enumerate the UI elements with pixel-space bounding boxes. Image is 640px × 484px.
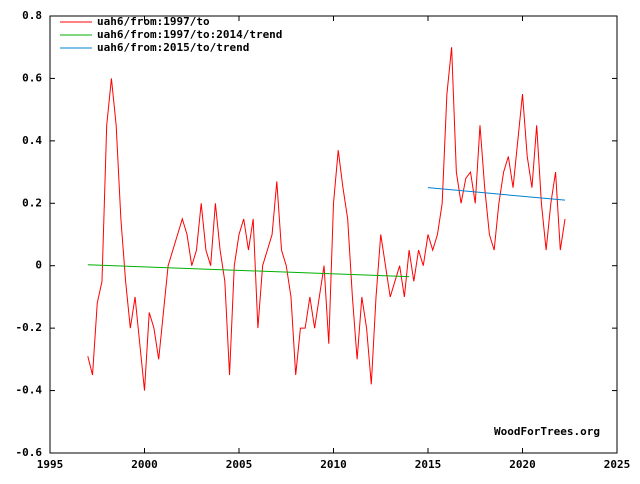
x-tick-label: 2015 [415, 458, 442, 471]
legend-label: uah6/from:1997/to [97, 15, 210, 28]
series-line [87, 47, 566, 391]
y-tick-label: -0.4 [16, 384, 43, 397]
x-tick-label: 2025 [604, 458, 631, 471]
series-line [427, 187, 566, 201]
x-tick-label: 2020 [509, 458, 536, 471]
y-tick-label: -0.6 [16, 446, 43, 459]
y-tick-label: 0.4 [22, 134, 42, 147]
series-line [87, 264, 410, 278]
y-tick-label: 0 [35, 259, 42, 272]
x-tick-label: 2000 [131, 458, 158, 471]
x-tick-label: 2010 [320, 458, 347, 471]
watermark: WoodForTrees.org [494, 425, 600, 438]
y-tick-label: 0.8 [22, 9, 42, 22]
y-tick-label: -0.2 [16, 321, 43, 334]
x-tick-label: 1995 [37, 458, 64, 471]
legend-label: uah6/from:2015/to/trend [97, 41, 249, 54]
y-tick-label: 0.6 [22, 71, 42, 84]
x-tick-label: 2005 [226, 458, 253, 471]
legend-label: uah6/from:1997/to:2014/trend [97, 28, 282, 41]
y-tick-label: 0.2 [22, 196, 42, 209]
